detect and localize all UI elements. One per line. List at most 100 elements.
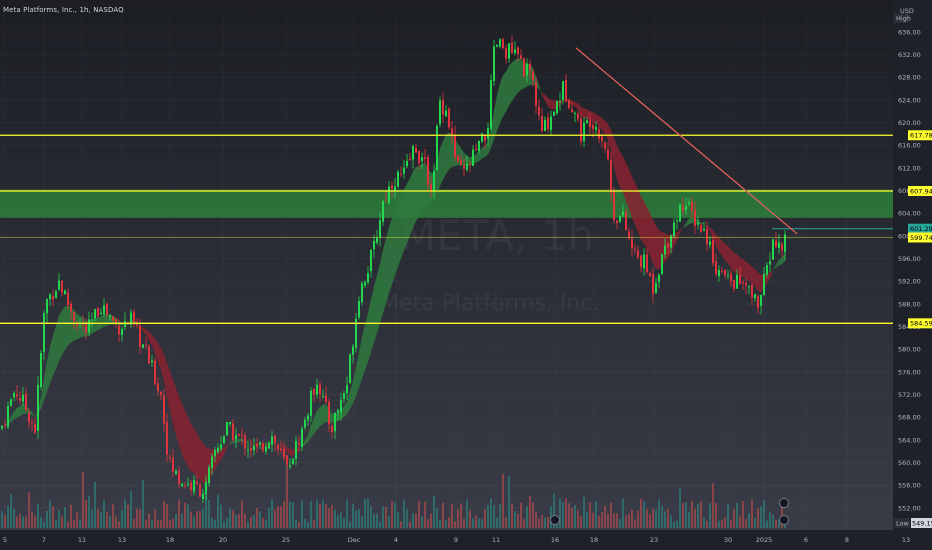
x-tick-label: 16: [551, 536, 559, 544]
trendline-group[interactable]: [575, 47, 798, 235]
volume-bar: [385, 506, 387, 528]
volume-bar: [235, 514, 237, 528]
candle-body: [502, 39, 504, 48]
y-tick-label: 604.00: [898, 210, 921, 218]
x-tick-label: 11: [78, 536, 86, 544]
volume-bar: [679, 488, 681, 528]
x-axis: 5 7 11 13 18 20 25 Dec 4 9 11 16 18 23 30 2025 6 8 13: [0, 530, 910, 550]
volume-bar: [610, 502, 612, 528]
x-tick-label: 4: [394, 536, 398, 544]
candle-body: [445, 110, 447, 117]
candle-body: [577, 113, 579, 120]
x-tick-label: 2025: [756, 536, 773, 544]
volume-bar: [520, 502, 522, 528]
candle-body: [721, 271, 723, 273]
candle-body: [169, 456, 171, 458]
ribbon-segment: [740, 257, 743, 277]
event-marker-icon[interactable]: [550, 515, 560, 525]
ribbon-segment: [11, 411, 14, 423]
currency-label: USD: [900, 7, 914, 15]
horizontal-levels[interactable]: [0, 134, 893, 324]
candle-body: [22, 394, 24, 402]
volume-bar: [115, 516, 117, 528]
ribbon-segment: [287, 447, 290, 455]
volume-bar: [751, 499, 753, 528]
volume-bar: [145, 519, 147, 528]
ribbon-segment: [737, 254, 740, 276]
volume-bar: [139, 509, 141, 528]
candle-body: [1, 426, 3, 429]
candle-body: [553, 111, 555, 116]
ribbon-segment: [704, 223, 707, 229]
volume-bar: [649, 514, 651, 528]
volume-bar: [193, 516, 195, 528]
volume-bar: [220, 504, 222, 528]
volume-bar: [691, 501, 693, 528]
ribbon-segment: [653, 220, 656, 269]
volume-bar: [373, 513, 375, 528]
event-marker-icon[interactable]: [779, 515, 789, 525]
ribbon-segment: [734, 252, 737, 273]
candle-body: [745, 282, 747, 286]
volume-bar: [718, 520, 720, 528]
volume-bar: [637, 510, 639, 528]
candle-body: [610, 159, 612, 194]
event-icons[interactable]: [550, 498, 789, 525]
volume-bar: [553, 494, 555, 528]
candle-body: [448, 108, 450, 128]
ribbon-segment: [419, 164, 422, 217]
ribbon-segment: [368, 299, 371, 362]
ribbon-segment: [56, 315, 59, 369]
candle-body: [715, 261, 717, 275]
volume-bar: [433, 495, 435, 528]
y-tick-label: 592.00: [898, 278, 921, 286]
ribbon-segment: [104, 314, 107, 327]
y-tick-label: 564.00: [898, 436, 921, 444]
candle-body: [526, 63, 528, 76]
volume-bar: [358, 508, 360, 528]
volume-bar: [466, 499, 468, 528]
event-marker-icon[interactable]: [779, 498, 789, 508]
ribbon-segment: [623, 156, 626, 202]
volume-bar: [394, 502, 396, 528]
x-tick-label: 23: [650, 536, 658, 544]
ribbon-segment: [650, 213, 653, 264]
ribbon-segment: [494, 95, 497, 140]
volume-bar: [343, 517, 345, 528]
ribbon-segment: [446, 132, 449, 174]
candle-body: [139, 325, 141, 347]
candle-body: [316, 384, 318, 395]
volume-bar: [238, 514, 240, 528]
volume-bar: [640, 498, 642, 528]
candle-body: [31, 422, 33, 424]
ribbon-segment: [413, 166, 416, 228]
volume-bar: [442, 502, 444, 528]
volume-bar: [577, 510, 579, 528]
candle-body: [580, 118, 582, 142]
candle-body: [598, 128, 600, 139]
ribbon-segment: [632, 176, 635, 226]
candle-body: [733, 280, 735, 290]
ribbon-segment: [722, 240, 725, 261]
ribbon-segment: [713, 230, 716, 247]
candle-body: [397, 171, 399, 187]
candle-body: [754, 294, 756, 299]
ribbon-segment: [176, 387, 179, 446]
volume-bar: [58, 510, 60, 528]
ribbon-segment: [203, 443, 206, 484]
volume-bar: [493, 505, 495, 528]
volume-bar: [481, 519, 483, 528]
candle-body: [343, 393, 345, 400]
ribbon-segment: [344, 401, 347, 418]
volume-bar: [655, 509, 657, 528]
volume-bar: [727, 503, 729, 528]
volume-bar: [643, 501, 645, 528]
volume-bar: [121, 510, 123, 528]
ribbon-segment: [290, 448, 293, 456]
volume-bar: [571, 508, 573, 528]
volume-bar: [490, 498, 492, 528]
ribbon-segment: [578, 103, 581, 117]
candle-body: [133, 311, 135, 323]
volume-bar: [757, 508, 759, 528]
